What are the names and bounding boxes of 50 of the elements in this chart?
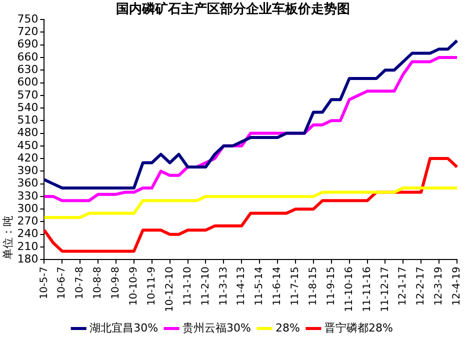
x-tick-label: 11-9-15: [326, 266, 337, 306]
y-tick-label: 660: [17, 50, 38, 64]
y-tick-label: 570: [17, 88, 38, 102]
y-tick-label: 330: [17, 189, 38, 202]
x-tick-label: 10-7-8: [74, 266, 86, 300]
x-tick-label: 11-12-17: [380, 266, 391, 312]
x-tick-label: 11-2-10: [200, 266, 212, 306]
x-tick-label: 11-4-13: [236, 266, 248, 306]
x-tick-label: 10-8-8: [92, 266, 104, 300]
x-tick-label: 10-6-7: [56, 266, 68, 300]
y-tick-label: 450: [17, 138, 38, 152]
x-tick-label: 10-9-8: [110, 266, 122, 300]
y-tick-label: 720: [17, 25, 38, 38]
x-tick-label: 11-7-15: [290, 266, 302, 306]
y-tick-label: 690: [17, 38, 38, 51]
x-tick-label: 10-12-10: [164, 266, 176, 312]
y-tick-label: 300: [17, 202, 38, 215]
chart-title: 国内磷矿石主产区部分企业车板价走势图: [116, 1, 350, 18]
y-tick-label: 270: [17, 214, 38, 228]
x-tick-label: 10-11-9: [146, 266, 158, 306]
y-tick-label: 750: [17, 12, 38, 26]
x-tick-label: 12-3-19: [434, 266, 445, 306]
y-tick-label: 210: [17, 240, 38, 253]
legend-label: 28%: [276, 321, 300, 334]
x-tick-label: 11-10-16: [344, 266, 355, 312]
legend-label: 晋宁磷都28%: [324, 321, 393, 334]
y-tick-label: 600: [17, 76, 38, 89]
legend-label: 湖北宜昌30%: [90, 321, 158, 334]
y-tick-label: 360: [17, 176, 38, 190]
x-tick-label: 11-3-13: [218, 266, 230, 306]
y-tick-label: 630: [17, 62, 38, 76]
y-tick-label: 240: [17, 227, 38, 240]
y-tick-label: 180: [17, 252, 38, 266]
y-tick-label: 540: [17, 100, 38, 114]
x-tick-label: 11-8-15: [308, 266, 320, 306]
y-tick-label: 510: [17, 114, 38, 127]
x-tick-label: 11-11-16: [362, 266, 373, 312]
x-tick-label: 11-1-10: [182, 266, 194, 306]
x-tick-label: 11-5-14: [254, 266, 266, 306]
x-tick-label: 12-4-19: [452, 266, 463, 306]
y-tick-label: 420: [17, 151, 38, 164]
x-tick-label: 10-5-7: [38, 266, 50, 300]
y-axis-title: 单位：吨: [1, 216, 14, 260]
x-tick-label: 12-1-17: [398, 266, 409, 306]
x-tick-label: 11-6-14: [272, 266, 284, 306]
y-tick-label: 390: [17, 164, 38, 178]
x-tick-label: 10-10-9: [128, 266, 140, 306]
legend-label: 贵州云福30%: [182, 321, 252, 334]
y-tick-label: 480: [17, 126, 38, 140]
x-tick-label: 12-2-17: [416, 266, 427, 306]
